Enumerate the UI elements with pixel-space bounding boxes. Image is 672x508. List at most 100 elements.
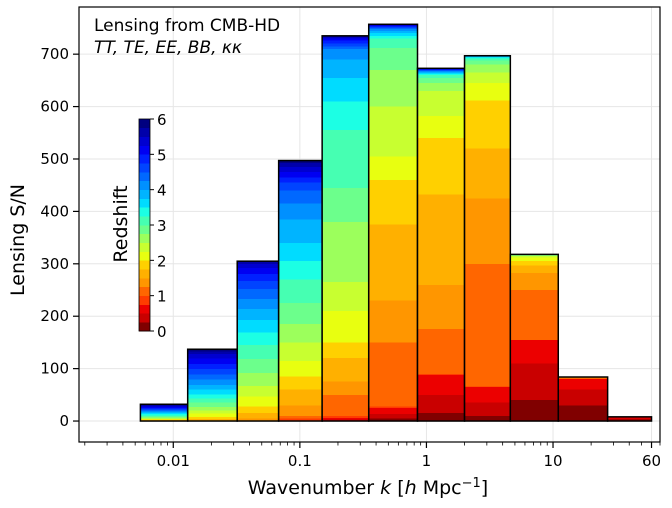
colorbar-tick-label: 4 bbox=[157, 182, 167, 200]
redshift-segment bbox=[278, 261, 323, 280]
redshift-segment bbox=[187, 379, 238, 385]
bin-outline bbox=[463, 54, 512, 422]
redshift-segment bbox=[322, 43, 369, 47]
histogram-bin bbox=[277, 159, 323, 422]
redshift-segment bbox=[237, 298, 279, 309]
redshift-segment bbox=[278, 182, 323, 191]
colorbar-swatch bbox=[139, 295, 150, 305]
redshift-segment bbox=[464, 64, 511, 73]
redshift-segment bbox=[278, 342, 323, 361]
colorbar-swatch bbox=[139, 251, 150, 261]
redshift-segment bbox=[278, 389, 323, 406]
redshift-segment bbox=[140, 418, 188, 420]
colorbar-swatch bbox=[139, 180, 150, 190]
redshift-segment bbox=[237, 268, 279, 274]
bin-outline bbox=[509, 253, 560, 422]
bin-outline bbox=[557, 376, 609, 422]
redshift-segment bbox=[322, 59, 369, 78]
redshift-segment bbox=[140, 408, 188, 411]
redshift-segment bbox=[237, 413, 279, 419]
redshift-segment bbox=[140, 418, 188, 419]
redshift-segment bbox=[368, 407, 418, 415]
redshift-segment bbox=[417, 284, 465, 329]
colorbar-tick-label: 3 bbox=[157, 217, 167, 235]
redshift-segment bbox=[140, 410, 188, 412]
redshift-segment bbox=[278, 177, 323, 183]
colorbar-tick-label: 6 bbox=[157, 111, 167, 129]
redshift-segment bbox=[464, 386, 511, 403]
redshift-segment bbox=[237, 372, 279, 386]
redshift-segment bbox=[140, 419, 188, 421]
redshift-segment bbox=[278, 203, 323, 220]
redshift-segment bbox=[322, 40, 369, 44]
x-tick-label: 0.01 bbox=[157, 452, 190, 470]
histogram-bin bbox=[321, 35, 370, 422]
redshift-segment bbox=[322, 342, 369, 359]
y-tick-label: 400 bbox=[40, 202, 69, 220]
y-axis-ticks: 0 100 200 300 400 500 600 700 bbox=[40, 45, 79, 430]
redshift-segment bbox=[322, 419, 369, 421]
redshift-segment bbox=[140, 419, 188, 420]
redshift-segment bbox=[464, 386, 511, 387]
redshift-segment bbox=[187, 358, 238, 364]
redshift-segment bbox=[558, 378, 608, 380]
chart-title: Lensing from CMB-HD bbox=[94, 16, 280, 36]
redshift-segment bbox=[322, 37, 369, 39]
colorbar-swatch bbox=[139, 269, 150, 279]
colorbar-label: Redshift bbox=[110, 185, 132, 262]
redshift-segment bbox=[322, 415, 369, 418]
redshift-segment bbox=[322, 36, 369, 38]
redshift-segment bbox=[322, 310, 369, 343]
redshift-segment bbox=[278, 405, 323, 416]
histogram-bin bbox=[416, 67, 466, 422]
redshift-segment bbox=[510, 290, 559, 340]
colorbar-swatch bbox=[139, 225, 150, 235]
x-tick-label: 0.1 bbox=[288, 452, 312, 470]
redshift-segment bbox=[417, 328, 465, 374]
redshift-segment bbox=[322, 282, 369, 311]
redshift-segment bbox=[237, 332, 279, 346]
redshift-segment bbox=[187, 349, 238, 352]
redshift-segment bbox=[368, 342, 418, 407]
redshift-segment bbox=[417, 116, 465, 139]
redshift-segment bbox=[322, 394, 369, 416]
histogram-bin bbox=[139, 403, 189, 422]
colorbar-swatch bbox=[139, 172, 150, 182]
redshift-segment bbox=[187, 363, 238, 370]
redshift-segment bbox=[322, 358, 369, 382]
redshift-segment bbox=[368, 224, 418, 301]
colorbar-swatch bbox=[139, 278, 150, 288]
redshift-segment bbox=[140, 415, 188, 417]
redshift-segment bbox=[237, 273, 279, 282]
redshift-segment bbox=[558, 405, 608, 422]
redshift-segment bbox=[417, 90, 465, 117]
redshift-segment bbox=[368, 418, 418, 422]
redshift-segment bbox=[368, 35, 418, 39]
redshift-segment bbox=[510, 261, 559, 266]
redshift-segment bbox=[278, 279, 323, 304]
y-axis-label: Lensing S/N bbox=[7, 184, 29, 296]
colorbar-swatch bbox=[139, 233, 150, 243]
redshift-segment bbox=[322, 38, 369, 41]
redshift-segment bbox=[368, 106, 418, 157]
redshift-segment bbox=[278, 166, 323, 173]
redshift-segment bbox=[558, 389, 608, 406]
redshift-segment bbox=[417, 68, 465, 70]
redshift-segment bbox=[278, 418, 323, 422]
colorbar-swatch bbox=[139, 189, 150, 199]
x-tick-label: 60 bbox=[642, 452, 661, 470]
redshift-segment bbox=[510, 339, 559, 364]
y-tick-label: 200 bbox=[40, 307, 69, 325]
redshift-segment bbox=[417, 394, 465, 414]
histogram-bin bbox=[463, 54, 512, 422]
redshift-segment bbox=[510, 254, 559, 256]
redshift-segment bbox=[417, 75, 465, 78]
x-axis-label: Wavenumber k [h Mpc−1] bbox=[248, 476, 488, 499]
x-tick-label: 10 bbox=[543, 452, 562, 470]
redshift-segment bbox=[237, 396, 279, 407]
redshift-segment bbox=[237, 359, 279, 373]
redshift-segment bbox=[237, 288, 279, 299]
redshift-segment bbox=[187, 394, 238, 399]
redshift-segment bbox=[368, 24, 418, 26]
redshift-segment bbox=[187, 410, 238, 414]
